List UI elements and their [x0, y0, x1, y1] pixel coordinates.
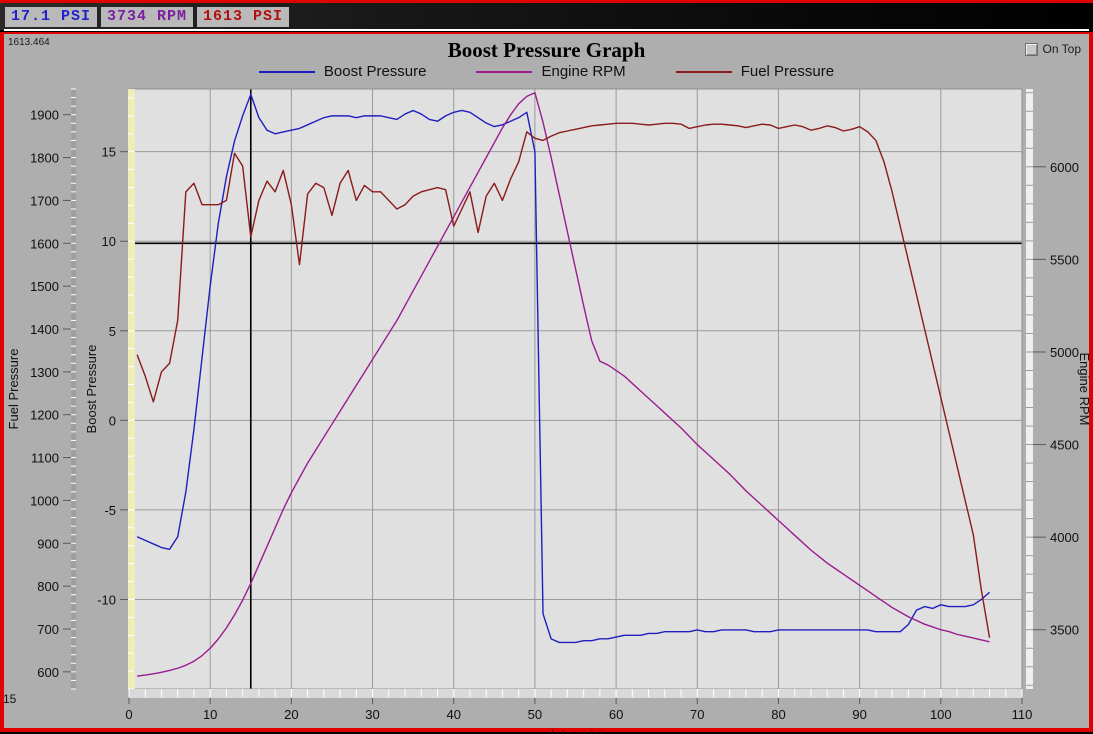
svg-text:0: 0	[125, 707, 132, 722]
readout-bar: 17.1 PSI 3734 RPM 1613 PSI	[0, 0, 1093, 30]
svg-text:-10: -10	[97, 592, 116, 607]
graph-window: 1613.464 Boost Pressure Graph On Top Boo…	[0, 32, 1093, 734]
svg-text:40: 40	[446, 707, 460, 722]
page-title: Boost Pressure Graph	[447, 38, 646, 62]
legend-swatch-engine-rpm	[476, 71, 533, 73]
svg-text:1800: 1800	[30, 151, 59, 166]
legend-label-engine-rpm: Engine RPM	[541, 63, 626, 80]
svg-text:70: 70	[690, 707, 704, 722]
svg-text:10: 10	[203, 707, 217, 722]
svg-text:-5: -5	[104, 503, 116, 518]
legend-item-boost-pressure[interactable]: Boost Pressure	[258, 63, 427, 80]
svg-text:1300: 1300	[30, 365, 59, 380]
svg-text:1200: 1200	[30, 408, 59, 423]
svg-text:5: 5	[109, 324, 116, 339]
svg-text:Engine RPM: Engine RPM	[1077, 353, 1092, 426]
legend-label-fuel-pressure: Fuel Pressure	[740, 63, 835, 80]
svg-text:1400: 1400	[30, 322, 59, 337]
svg-text:4000: 4000	[1050, 530, 1079, 545]
svg-text:Boost Pressure: Boost Pressure	[84, 345, 99, 434]
on-top-label: On Top	[1042, 42, 1081, 56]
legend-item-fuel-pressure[interactable]: Fuel Pressure	[675, 63, 835, 80]
legend-item-engine-rpm[interactable]: Engine RPM	[476, 63, 626, 80]
svg-text:700: 700	[37, 622, 59, 637]
readout-boost-pressure: 17.1 PSI	[5, 6, 98, 27]
svg-text:10: 10	[102, 234, 116, 249]
svg-text:3500: 3500	[1050, 623, 1079, 638]
checkbox-box-icon[interactable]	[1024, 42, 1038, 56]
svg-text:60: 60	[609, 707, 623, 722]
svg-text:110: 110	[1012, 707, 1033, 722]
svg-text:1700: 1700	[30, 193, 59, 208]
svg-text:6000: 6000	[1050, 160, 1079, 175]
svg-text:1600: 1600	[30, 236, 59, 251]
svg-text:20: 20	[284, 707, 298, 722]
svg-text:800: 800	[37, 579, 59, 594]
on-top-checkbox[interactable]: On Top	[1024, 42, 1081, 56]
svg-text:data point: data point	[547, 727, 604, 734]
svg-text:0: 0	[109, 413, 116, 428]
svg-text:90: 90	[852, 707, 866, 722]
readout-engine-rpm: 3734 RPM	[101, 6, 194, 27]
svg-text:15: 15	[4, 692, 17, 706]
svg-text:80: 80	[771, 707, 785, 722]
legend-swatch-boost-pressure	[258, 71, 315, 73]
series-fuel-pressure	[136, 122, 991, 638]
svg-text:15: 15	[102, 145, 116, 160]
svg-text:Fuel Pressure: Fuel Pressure	[6, 349, 21, 430]
svg-text:5000: 5000	[1050, 345, 1079, 360]
chart-legend: Boost Pressure Engine RPM Fuel Pressure	[4, 64, 1089, 80]
svg-text:50: 50	[528, 707, 542, 722]
svg-text:5500: 5500	[1050, 252, 1079, 267]
boost-axis-strip	[128, 89, 135, 689]
svg-text:4500: 4500	[1050, 438, 1079, 453]
svg-text:100: 100	[930, 707, 952, 722]
svg-text:600: 600	[37, 665, 59, 680]
legend-swatch-fuel-pressure	[675, 71, 732, 73]
series-boost-pressure	[136, 93, 990, 644]
legend-label-boost-pressure: Boost Pressure	[323, 63, 427, 80]
svg-text:1500: 1500	[30, 279, 59, 294]
svg-text:1100: 1100	[31, 451, 59, 466]
corner-value-readout: 1613.464	[8, 37, 50, 48]
divider-rule	[4, 29, 1089, 31]
svg-text:1900: 1900	[30, 108, 59, 123]
svg-text:30: 30	[365, 707, 379, 722]
svg-text:1000: 1000	[30, 493, 59, 508]
svg-text:900: 900	[37, 536, 59, 551]
readout-fuel-pressure: 1613 PSI	[197, 6, 290, 27]
series-engine-rpm	[137, 92, 990, 677]
